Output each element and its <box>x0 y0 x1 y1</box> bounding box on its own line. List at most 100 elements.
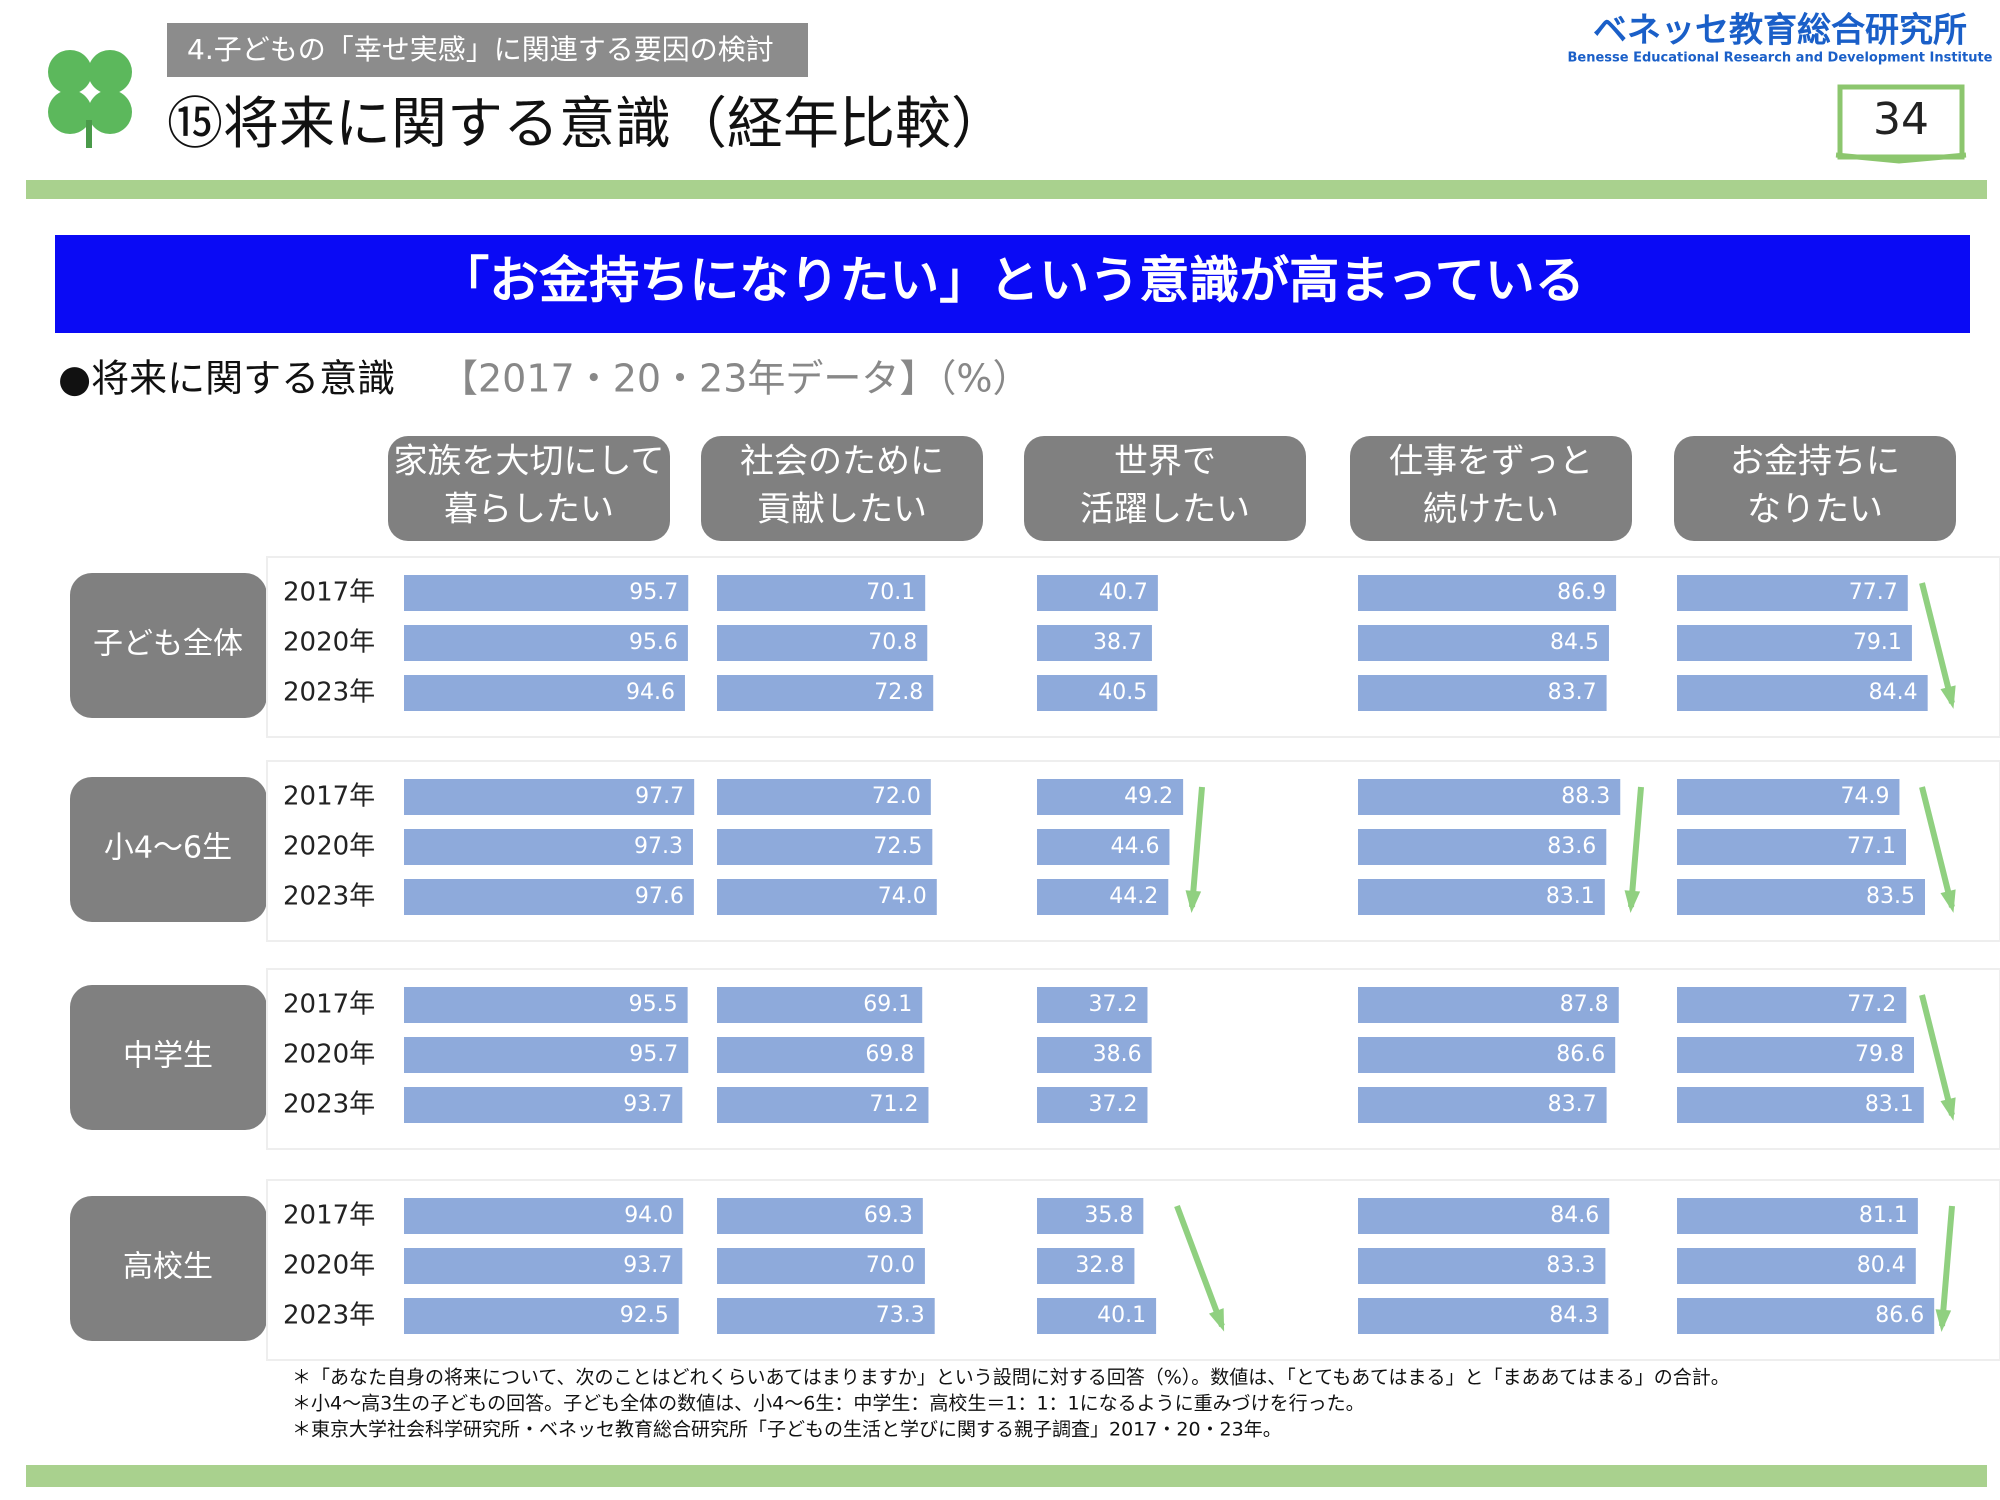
value-label: 97.7 <box>635 784 684 809</box>
year-label: 2023年 <box>283 1090 375 1120</box>
group-panel <box>266 556 2000 738</box>
value-label: 93.7 <box>623 1092 672 1117</box>
value-label: 71.2 <box>869 1092 918 1117</box>
bar <box>717 879 937 915</box>
value-label: 95.5 <box>629 992 678 1017</box>
section-box <box>167 23 808 77</box>
trend-arrowhead <box>1940 685 1956 709</box>
column-header-box <box>1024 436 1306 541</box>
bar <box>404 575 689 611</box>
value-label: 40.7 <box>1099 580 1148 605</box>
bar <box>1677 625 1912 661</box>
bar <box>1677 1198 1918 1234</box>
trend-arrowhead <box>1208 1308 1225 1332</box>
group-label: 高校生 <box>123 1250 213 1285</box>
footnote: ＊小4～高3生の子どもの回答。子ども全体の数値は、小4～6生：中学生：高校生＝1… <box>292 1393 1365 1415</box>
bar <box>1037 625 1152 661</box>
value-label: 84.4 <box>1869 680 1918 705</box>
bottom-rule <box>26 1465 1987 1487</box>
value-label: 77.2 <box>1847 992 1896 1017</box>
bar <box>404 879 694 915</box>
value-label: 38.7 <box>1093 630 1142 655</box>
column-header-box <box>701 436 983 541</box>
group-box <box>70 573 267 718</box>
footnote: ＊「あなた自身の将来について、次のことはどれくらいあてはまりますか」という設問に… <box>292 1367 1730 1389</box>
value-label: 95.7 <box>629 580 678 605</box>
value-label: 70.0 <box>866 1253 915 1278</box>
value-label: 94.6 <box>626 680 675 705</box>
year-label: 2017年 <box>283 990 375 1020</box>
top-rule <box>26 180 1987 199</box>
bar <box>717 1037 925 1073</box>
value-label: 40.1 <box>1097 1303 1146 1328</box>
bar <box>1358 675 1607 711</box>
value-label: 83.1 <box>1865 1092 1914 1117</box>
bar <box>717 1298 935 1334</box>
value-label: 88.3 <box>1561 784 1610 809</box>
value-label: 97.6 <box>635 884 684 909</box>
bar <box>1677 675 1928 711</box>
value-label: 84.5 <box>1550 630 1599 655</box>
logo: ベネッセ教育総合研究所 <box>1593 11 1967 51</box>
trend-arrow <box>1939 1205 1955 1327</box>
trend-arrowhead <box>1940 1097 1956 1121</box>
trend-arrowhead <box>1185 890 1202 913</box>
bar <box>717 1198 923 1234</box>
bar <box>1037 987 1148 1023</box>
value-label: 84.6 <box>1550 1203 1599 1228</box>
value-label: 83.7 <box>1548 1092 1597 1117</box>
value-label: 86.6 <box>1556 1042 1605 1067</box>
column-header: 仕事をずっと <box>1389 442 1593 482</box>
page-number: 34 <box>1873 94 1929 145</box>
bar <box>1037 675 1158 711</box>
bar <box>1358 829 1607 865</box>
bar <box>1677 779 1900 815</box>
value-label: 32.8 <box>1075 1253 1124 1278</box>
trend-arrowhead <box>1624 890 1641 913</box>
value-label: 70.1 <box>866 580 915 605</box>
column-header: 暮らしたい <box>444 490 614 530</box>
value-label: 69.3 <box>864 1203 913 1228</box>
bar <box>1358 879 1605 915</box>
value-label: 94.0 <box>624 1203 673 1228</box>
subtitle-note: 【2017・20・23年データ】（%） <box>440 357 1031 401</box>
year-label: 2023年 <box>283 678 375 708</box>
bar <box>1677 987 1907 1023</box>
value-label: 38.6 <box>1093 1042 1142 1067</box>
value-label: 70.8 <box>868 630 917 655</box>
group-label: 子ども全体 <box>93 627 243 662</box>
bar <box>1677 1298 1935 1334</box>
column-header: なりたい <box>1747 490 1883 530</box>
year-label: 2023年 <box>283 1301 375 1331</box>
value-label: 69.1 <box>863 992 912 1017</box>
year-label: 2020年 <box>283 1251 375 1281</box>
bar <box>1677 1037 1915 1073</box>
value-label: 84.3 <box>1549 1303 1598 1328</box>
column-header: 家族を大切にして <box>394 442 665 482</box>
value-label: 83.3 <box>1546 1253 1595 1278</box>
trend-arrow <box>1628 786 1644 908</box>
value-label: 92.5 <box>620 1303 669 1328</box>
value-label: 79.1 <box>1853 630 1902 655</box>
group-label: 小4～6生 <box>104 831 232 866</box>
bar <box>1037 829 1170 865</box>
logo-sub: Benesse Educational Research and Develop… <box>1567 51 1992 66</box>
year-label: 2017年 <box>283 1201 375 1231</box>
value-label: 72.0 <box>872 784 921 809</box>
group-box <box>70 985 267 1130</box>
group-label: 中学生 <box>123 1039 213 1074</box>
bar <box>1358 779 1621 815</box>
value-label: 95.7 <box>629 1042 678 1067</box>
bar <box>717 1248 925 1284</box>
bar <box>404 1037 689 1073</box>
value-label: 44.6 <box>1110 834 1159 859</box>
column-header: 社会のために <box>740 442 944 482</box>
bar <box>717 625 928 661</box>
bar <box>404 625 688 661</box>
group-box <box>70 1196 267 1341</box>
bar <box>1677 1248 1916 1284</box>
value-label: 93.7 <box>623 1253 672 1278</box>
value-label: 73.3 <box>876 1303 925 1328</box>
bar <box>1037 1298 1157 1334</box>
value-label: 72.5 <box>873 834 922 859</box>
